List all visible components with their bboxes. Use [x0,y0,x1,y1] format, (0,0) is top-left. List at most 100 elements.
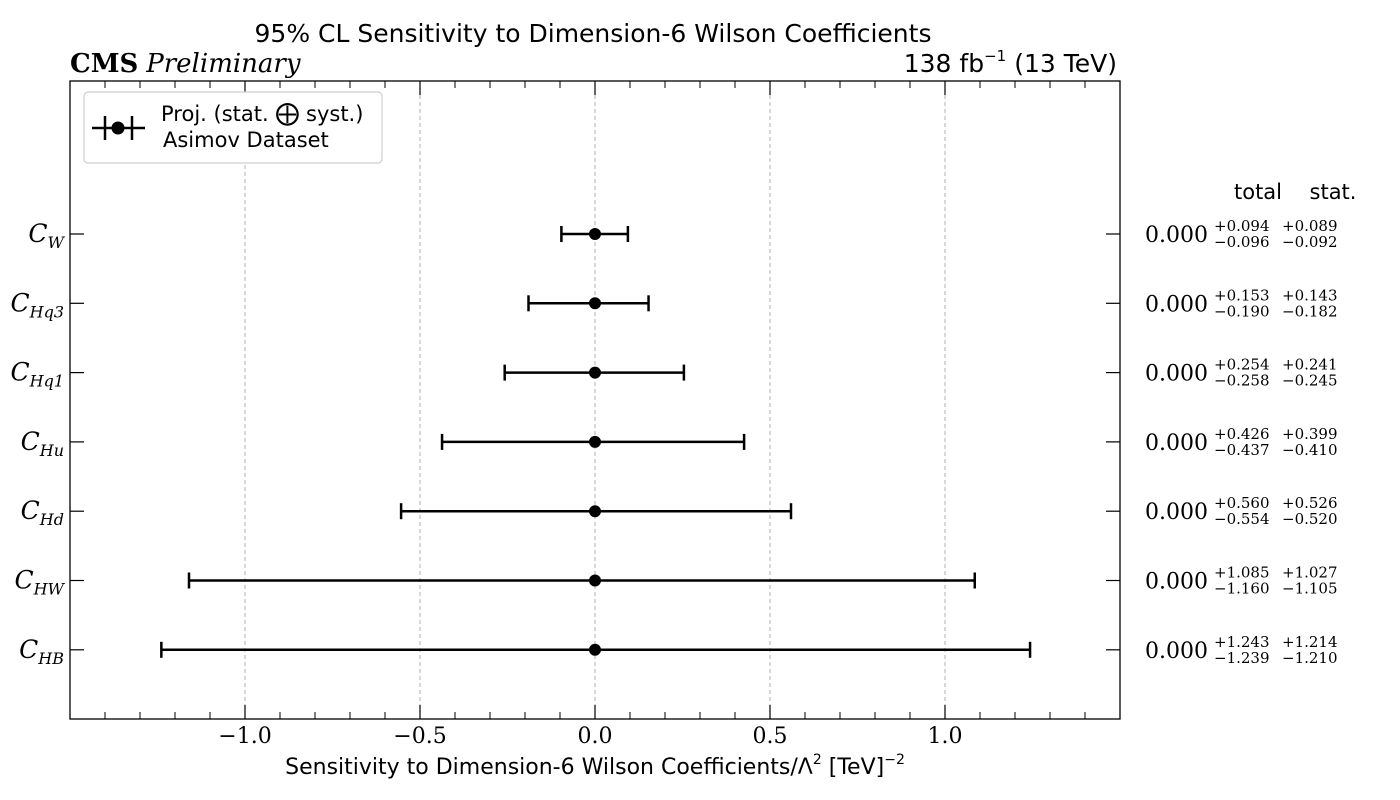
x-tick-label: −1.0 [218,724,271,749]
coefficient-subscript: Hq3 [29,302,64,321]
chart-title: 95% CL Sensitivity to Dimension-6 Wilson… [255,19,932,48]
stat-error-minus: −1.105 [1282,580,1338,598]
coefficient-symbol: C [28,219,47,248]
x-tick-label: 0.5 [753,724,788,749]
coefficient-symbol: C [14,566,33,595]
stat-error-plus: +0.089 [1282,217,1338,235]
x-axis-label-unit-exponent: −2 [884,752,905,768]
total-error-plus: +1.243 [1214,633,1270,651]
central-value-marker [589,643,601,656]
total-column-header: total [1234,180,1282,204]
coefficient-label-hq3: CHq3 [10,288,64,321]
stat-error-minus: −0.182 [1282,302,1338,320]
experiment-name: CMS [70,49,138,79]
central-value-marker [589,366,601,379]
stat-error-minus: −0.092 [1282,233,1338,251]
central-value-text: 0.000 [1145,292,1208,317]
total-error-plus: +0.426 [1214,425,1270,443]
coefficient-symbol: C [10,288,29,317]
coefficient-label-w: CW [28,219,65,252]
plot-frame [69,80,1121,720]
legend-box [83,91,383,164]
coefficient-label-hw: CHW [14,566,65,599]
coefficient-subscript: HB [37,649,64,668]
legend-line-2: Asimov Dataset [163,128,329,152]
legend-marker [92,116,145,140]
total-error-plus: +0.094 [1214,217,1270,235]
central-value-text: 0.000 [1145,362,1208,387]
legend-oplus-symbol: ⨁ [275,99,299,127]
total-error-minus: −0.190 [1214,302,1270,320]
total-error-minus: −0.258 [1214,372,1270,390]
stat-error-plus: +0.241 [1282,356,1338,374]
central-value-text: 0.000 [1145,500,1208,525]
total-error-minus: −1.160 [1214,580,1270,598]
central-value-text: 0.000 [1145,570,1208,595]
total-error-plus: +1.085 [1214,564,1270,582]
stat-error-plus: +0.399 [1282,425,1338,443]
central-value-text: 0.000 [1145,223,1208,248]
total-error-minus: −0.554 [1214,510,1270,528]
stat-error-minus: −0.245 [1282,372,1338,390]
total-error-plus: +0.254 [1214,356,1270,374]
total-error-minus: −0.437 [1214,441,1270,459]
legend-line-1: Proj. (stat. ⨁ syst.) [161,99,363,127]
stat-error-minus: −0.410 [1282,441,1338,459]
central-value-marker [589,297,601,310]
x-tick-label: 0.0 [578,724,613,749]
stat-column-header: stat. [1310,180,1357,204]
central-value-marker [589,505,601,518]
coefficient-symbol: C [10,358,29,387]
stat-error-plus: +0.526 [1282,494,1338,512]
luminosity-exponent: −1 [984,47,1006,65]
value-table: 0.000 +0.094−0.096 +0.089−0.092 0.000 +0.153… [1145,217,1338,667]
x-axis-label-text: Sensitivity to Dimension-6 Wilson Coeffi… [285,755,813,780]
total-error-plus: +0.560 [1214,494,1270,512]
legend-line-1-prefix: Proj. (stat. [161,102,275,126]
stat-error-plus: +1.027 [1282,564,1338,582]
stat-error-minus: −0.520 [1282,510,1338,528]
stat-error-plus: +0.143 [1282,286,1338,304]
central-value-marker [589,435,601,448]
experiment-status: Preliminary [145,49,301,79]
x-tick-label: 1.0 [928,724,963,749]
coefficient-symbol: C [21,427,40,456]
x-axis-label: Sensitivity to Dimension-6 Wilson Coeffi… [285,752,905,780]
stat-error-minus: −1.210 [1282,649,1338,667]
stat-error-plus: +1.214 [1282,633,1338,651]
total-error-plus: +0.153 [1214,286,1270,304]
legend-line-1-suffix: syst.) [299,102,363,126]
energy-label: (13 TeV) [1014,49,1117,78]
coefficient-label-hd: CHd [21,496,64,529]
luminosity-value: 138 fb [904,49,984,78]
total-error-minus: −0.096 [1214,233,1270,251]
error-bar-series [160,226,1032,658]
cms-label: CMS Preliminary [70,49,301,79]
total-error-minus: −1.239 [1214,649,1270,667]
coefficient-subscript: HW [33,580,66,599]
legend: Proj. (stat. ⨁ syst.) Asimov Dataset [83,91,383,164]
x-axis-label-unit: [TeV] [822,755,884,780]
coefficient-subscript: W [48,233,66,252]
central-value-text: 0.000 [1145,639,1208,664]
error-bar-hq1 [503,364,686,381]
coefficient-subscript: Hu [39,441,64,460]
coefficient-symbol: C [21,496,40,525]
x-axis-label-square: 2 [813,752,822,768]
central-value-text: 0.000 [1145,431,1208,456]
luminosity-label: 138 fb−1 (13 TeV) [904,47,1117,78]
coefficient-symbol: C [19,635,38,664]
coefficient-label-hq1: CHq1 [10,358,64,391]
central-value-marker [589,228,601,240]
error-bar-hq3 [527,295,650,312]
error-bar-hd [399,503,793,520]
coefficient-label-hb: CHB [19,635,64,668]
error-bar-hu [440,433,746,450]
error-bar-hb [160,641,1032,658]
coefficient-subscript: Hq1 [29,372,64,391]
coefficient-subscript: Hd [39,510,64,529]
grid-lines [244,81,946,719]
coefficient-label-hu: CHu [21,427,64,460]
